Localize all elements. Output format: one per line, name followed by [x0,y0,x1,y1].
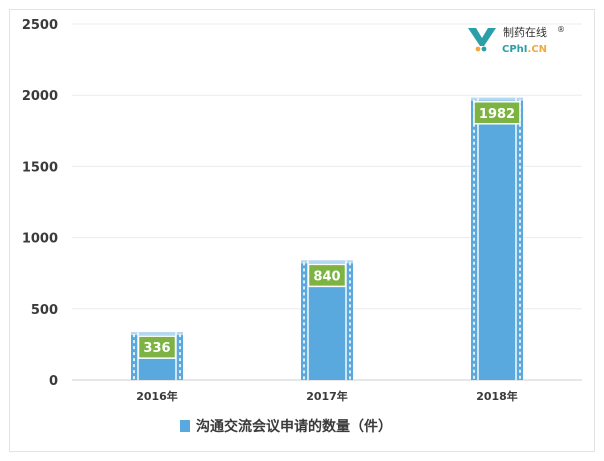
x-tick-label: 2017年 [306,389,348,403]
data-label: 1982 [479,107,515,122]
data-label: 840 [313,269,340,284]
logo-chinese-name: 制药在线 [503,25,547,39]
logo-english-part-b: .CN [528,44,548,55]
y-tick-label: 0 [49,374,58,389]
x-axis: 2016年 2017年 2018年 [136,389,518,403]
legend[interactable]: 沟通交流会议申请的数量（件） [180,418,392,435]
bar-top-highlight [301,260,353,264]
y-tick-label: 1000 [22,232,58,247]
cphi-logo-icon [468,28,496,52]
bar-0[interactable]: 336 [131,332,183,380]
y-tick-label: 2500 [22,18,58,33]
data-label: 336 [143,341,170,356]
bar-2[interactable]: 1982 [471,97,523,381]
bar-1[interactable]: 840 [301,260,353,380]
logo-registered-mark: ® [557,25,565,34]
data-label-box [307,263,347,288]
x-tick-label: 2016年 [136,389,178,403]
logo-english-name: CPhI.CN [502,44,547,55]
bar-body [471,97,523,381]
legend-swatch [180,420,190,432]
data-label-box [137,335,177,359]
bar-top-highlight [471,97,523,101]
logo-english-part-a: CPhI [502,44,528,55]
bars: 336 840 1982 [131,97,523,381]
y-axis: 0 500 1000 1500 2000 2500 [22,18,58,389]
y-tick-label: 1500 [22,160,58,175]
legend-label: 沟通交流会议申请的数量（件） [196,418,392,435]
data-label-box [473,101,521,125]
y-tick-label: 2000 [22,89,58,104]
bar-top-highlight [131,332,183,336]
y-tick-label: 500 [31,303,58,318]
x-tick-label: 2018年 [476,389,518,403]
cphi-logo: 制药在线 ® CPhI.CN [468,25,565,55]
